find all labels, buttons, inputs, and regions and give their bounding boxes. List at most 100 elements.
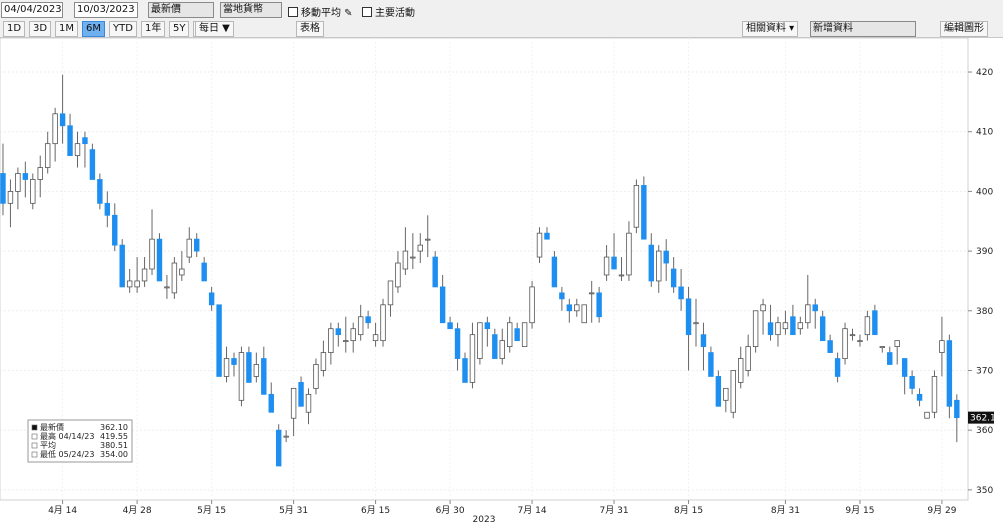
candle-body: [372, 334, 379, 342]
candle-body: [499, 340, 505, 359]
range-button[interactable]: 6M: [82, 21, 105, 37]
candle-body: [730, 370, 736, 413]
candle-body: [164, 286, 170, 289]
candle-body: [909, 376, 915, 389]
toolbar-bottom: 1D3D1M6MYTD1年5Y最大 每日 ▼ 表格 相關資料 ▾ 新增資料 編輯…: [0, 20, 1003, 38]
legend-value: 380.51: [100, 441, 128, 450]
key-events[interactable]: 主要活動: [362, 4, 415, 19]
candle-body: [335, 328, 342, 336]
y-tick-label: 350: [976, 486, 993, 496]
legend-value: 354.00: [100, 450, 128, 459]
legend-swatch: [31, 424, 38, 431]
new-data[interactable]: 新增資料: [810, 21, 916, 37]
candle-body: [365, 316, 371, 324]
year-label: 2023: [473, 515, 496, 524]
legend: 最新價 362.10 最高 04/14/23 419.55 平均 380.51 最低 05/…: [27, 419, 133, 463]
candle-body: [872, 310, 878, 336]
candle-body: [931, 376, 938, 413]
y-tick-label: 360: [976, 426, 993, 436]
candle-body: [283, 435, 289, 438]
candle-body: [559, 292, 565, 300]
candle-body: [752, 310, 759, 347]
label: 主要活動: [375, 8, 415, 19]
currency[interactable]: 當地貨幣: [220, 2, 282, 18]
candle-body: [477, 322, 483, 359]
candle-body: [186, 238, 192, 258]
candle-body: [708, 352, 714, 377]
candle-body: [506, 322, 513, 347]
frequency[interactable]: 每日 ▼: [195, 21, 234, 37]
legend-swatch: [31, 451, 38, 458]
candle-body: [864, 316, 871, 336]
candle-body: [775, 322, 781, 336]
candle-body: [134, 280, 140, 288]
x-tick-label: 4月 14: [48, 505, 77, 516]
candle-body: [223, 358, 230, 377]
candle-body: [59, 113, 66, 127]
end-date[interactable]: 10/03/2023: [74, 2, 138, 18]
candle-body: [648, 244, 655, 282]
candle-body: [201, 262, 207, 282]
start-date[interactable]: 04/04/2023: [1, 2, 63, 18]
candle-body: [402, 250, 409, 270]
legend-box: [27, 419, 133, 463]
candle-body: [790, 316, 796, 336]
candle-body: [782, 322, 789, 330]
candle-body: [566, 304, 573, 312]
range-button[interactable]: 1年: [141, 21, 166, 37]
range-button[interactable]: 1D: [3, 21, 26, 37]
candle-body: [521, 322, 528, 347]
candle-body: [574, 304, 580, 312]
candle-body: [536, 232, 543, 258]
candle-body: [439, 286, 446, 324]
candle-body: [171, 262, 178, 294]
legend-swatch: [31, 442, 38, 449]
candle-body: [916, 393, 923, 401]
candle-body: [611, 256, 617, 270]
candle-body: [387, 280, 394, 306]
candle-body: [89, 149, 96, 180]
range-button[interactable]: YTD: [109, 21, 137, 37]
range-button[interactable]: 1M: [55, 21, 78, 37]
candle-body: [156, 238, 163, 282]
y-tick-label: 380: [976, 307, 993, 317]
candle-body: [432, 256, 438, 288]
candle-body: [313, 364, 319, 389]
candle-body: [819, 316, 826, 342]
candle-body: [588, 292, 595, 295]
candle-body: [74, 143, 81, 156]
candle-body: [924, 411, 930, 419]
legend-label: 最低 05/24/23: [40, 449, 94, 459]
legend-label: 最高 04/14/23: [40, 431, 94, 441]
table-button[interactable]: 表格: [296, 21, 324, 37]
range-button[interactable]: 3D: [29, 21, 52, 37]
candle-body: [119, 244, 125, 288]
y-tick-label: 410: [976, 128, 993, 138]
candle-body: [581, 304, 587, 324]
candle-body: [380, 304, 386, 342]
candle-body: [37, 167, 43, 180]
y-tick-label: 370: [976, 366, 993, 376]
related-data[interactable]: 相關資料 ▾: [742, 21, 799, 37]
candle-body: [194, 238, 200, 252]
candle-body: [834, 358, 841, 377]
toolbar-top: 04/04/2023 10/03/2023 最新價 當地貨幣 移動平均 ✎ 主要…: [0, 0, 1003, 21]
candle-body: [179, 268, 185, 276]
candle-body: [812, 304, 818, 312]
candle-body: [715, 376, 722, 407]
candle-body: [723, 387, 729, 401]
moving-average[interactable]: 移動平均 ✎: [288, 4, 353, 19]
price-field[interactable]: 最新價: [148, 2, 214, 18]
candle-body: [395, 262, 401, 288]
candle-body: [298, 382, 304, 407]
x-tick-label: 5月 15: [197, 505, 226, 516]
x-tick-label: 6月 30: [436, 505, 465, 516]
edit-chart[interactable]: 編輯圖形: [940, 21, 988, 37]
candle-body: [44, 143, 51, 168]
candle-body: [857, 340, 863, 343]
candle-body: [30, 179, 36, 204]
candle-body: [253, 364, 260, 377]
x-tick-label: 8月 31: [771, 505, 800, 516]
range-button[interactable]: 5Y: [169, 21, 190, 37]
candle-body: [417, 244, 423, 252]
